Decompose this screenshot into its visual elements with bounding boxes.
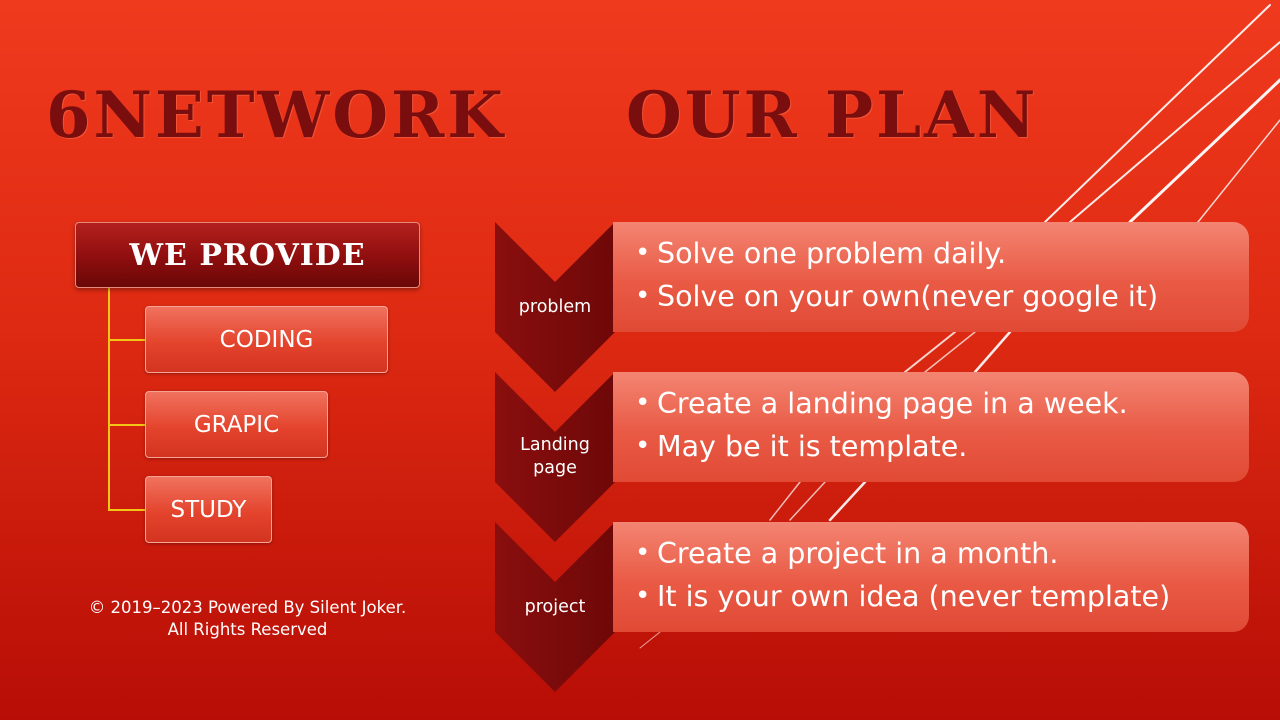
plan-point: Solve on your own(never google it) [635,275,1249,318]
copyright-line-1: © 2019–2023 Powered By Silent Joker. [88,598,407,617]
connector-coding [108,339,145,341]
plan-point: It is your own idea (never template) [635,575,1249,618]
coding-box: CODING [145,306,388,373]
study-box: STUDY [145,476,272,543]
plan-point: May be it is template. [635,425,1249,468]
copyright-text: © 2019–2023 Powered By Silent Joker. All… [60,597,435,641]
step-label-landing-line1: Landing [520,435,590,455]
step-label-problem: problem [518,297,592,317]
we-provide-box: WE PROVIDE [75,222,420,288]
plan-panel-landing-page: Create a landing page in a week. May be … [613,372,1249,482]
plan-list-landing-page: Create a landing page in a week. May be … [635,382,1249,468]
step-label-landing-line2: page [533,458,577,478]
connector-vertical [108,288,110,511]
step-label-project: project [524,597,586,617]
grapic-box: GRAPIC [145,391,328,458]
plan-point: Create a project in a month. [635,532,1249,575]
plan-panel-problem: Solve one problem daily. Solve on your o… [613,222,1249,332]
plan-panel-project: Create a project in a month. It is your … [613,522,1249,632]
we-provide-label: WE PROVIDE [129,237,366,273]
title-our-plan: OUR PLAN [626,78,1039,153]
copyright-line-2: All Rights Reserved [167,620,328,639]
connector-study [108,509,145,511]
plan-point: Solve one problem daily. [635,232,1249,275]
study-label: STUDY [170,496,247,523]
plan-list-problem: Solve one problem daily. Solve on your o… [635,232,1249,318]
coding-label: CODING [219,326,314,353]
title-6network: 6NETWORK [46,78,506,153]
plan-point: Create a landing page in a week. [635,382,1249,425]
plan-list-project: Create a project in a month. It is your … [635,532,1249,618]
step-label-landing-page: Landing page [495,434,615,480]
connector-grapic [108,424,145,426]
grapic-label: GRAPIC [193,411,280,438]
